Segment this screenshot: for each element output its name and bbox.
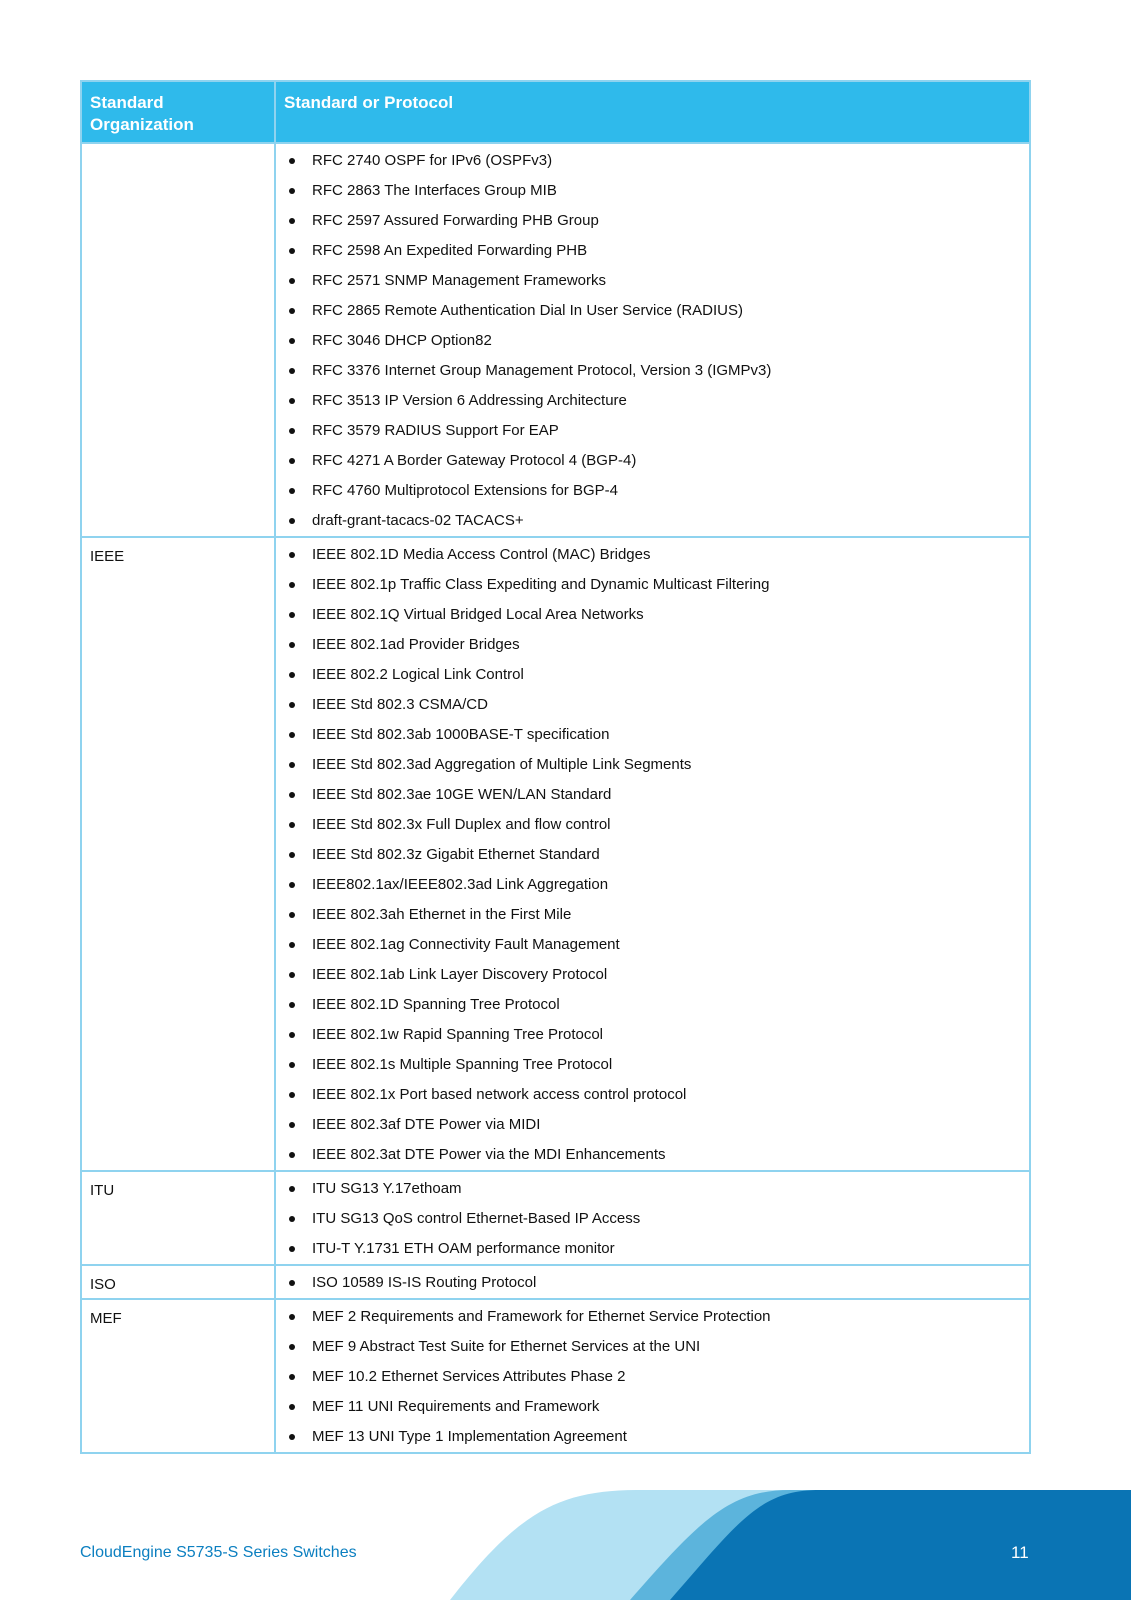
footer-wave-decoration (450, 1490, 1131, 1600)
list-item: IEEE Std 802.3ae 10GE WEN/LAN Standard (276, 780, 1029, 810)
list-item: IEEE Std 802.3ad Aggregation of Multiple… (276, 750, 1029, 780)
list-item: RFC 4760 Multiprotocol Extensions for BG… (276, 476, 1029, 506)
organization-cell: ITU (80, 1170, 276, 1266)
list-item: IEEE 802.1p Traffic Class Expediting and… (276, 570, 1029, 600)
list-item: ITU-T Y.1731 ETH OAM performance monitor (276, 1234, 1029, 1264)
list-item: IEEE 802.1ab Link Layer Discovery Protoc… (276, 960, 1029, 990)
standards-list: IEEE 802.1D Media Access Control (MAC) B… (276, 540, 1029, 1170)
list-item: IEEE Std 802.3x Full Duplex and flow con… (276, 810, 1029, 840)
organization-cell: ISO (80, 1264, 276, 1300)
standards-cell: ISO 10589 IS-IS Routing Protocol (274, 1264, 1031, 1300)
standards-cell: MEF 2 Requirements and Framework for Eth… (274, 1298, 1031, 1454)
list-item: ISO 10589 IS-IS Routing Protocol (276, 1268, 1029, 1298)
list-item: RFC 2863 The Interfaces Group MIB (276, 176, 1029, 206)
table-row: IEEE IEEE 802.1D Media Access Control (MA… (80, 536, 1031, 1172)
table-row: RFC 2740 OSPF for IPv6 (OSPFv3) RFC 2863 … (80, 142, 1031, 538)
organization-cell: MEF (80, 1298, 276, 1454)
standards-cell: ITU SG13 Y.17ethoam ITU SG13 QoS control … (274, 1170, 1031, 1266)
list-item: IEEE 802.1x Port based network access co… (276, 1080, 1029, 1110)
list-item: draft-grant-tacacs-02 TACACS+ (276, 506, 1029, 536)
list-item: RFC 3513 IP Version 6 Addressing Archite… (276, 386, 1029, 416)
standards-cell: RFC 2740 OSPF for IPv6 (OSPFv3) RFC 2863 … (274, 142, 1031, 538)
column-header-organization: Standard Organization (80, 80, 276, 144)
list-item: RFC 3579 RADIUS Support For EAP (276, 416, 1029, 446)
list-item: IEEE802.1ax/IEEE802.3ad Link Aggregation (276, 870, 1029, 900)
list-item: IEEE 802.1ad Provider Bridges (276, 630, 1029, 660)
page-number: 11 (1011, 1543, 1029, 1562)
list-item: MEF 13 UNI Type 1 Implementation Agreeme… (276, 1422, 1029, 1452)
list-item: IEEE Std 802.3 CSMA/CD (276, 690, 1029, 720)
table-header-row: Standard Organization Standard or Protoc… (80, 80, 1031, 144)
list-item: IEEE 802.1D Spanning Tree Protocol (276, 990, 1029, 1020)
list-item: RFC 2740 OSPF for IPv6 (OSPFv3) (276, 146, 1029, 176)
list-item: RFC 3046 DHCP Option82 (276, 326, 1029, 356)
list-item: RFC 4271 A Border Gateway Protocol 4 (BG… (276, 446, 1029, 476)
standards-list: MEF 2 Requirements and Framework for Eth… (276, 1302, 1029, 1452)
list-item: IEEE 802.1s Multiple Spanning Tree Proto… (276, 1050, 1029, 1080)
list-item: IEEE 802.1ag Connectivity Fault Manageme… (276, 930, 1029, 960)
list-item: RFC 3376 Internet Group Management Proto… (276, 356, 1029, 386)
organization-cell (80, 142, 276, 538)
standards-list: RFC 2740 OSPF for IPv6 (OSPFv3) RFC 2863 … (276, 146, 1029, 536)
list-item: IEEE 802.1w Rapid Spanning Tree Protocol (276, 1020, 1029, 1050)
list-item: IEEE 802.1Q Virtual Bridged Local Area N… (276, 600, 1029, 630)
footer-document-title: CloudEngine S5735-S Series Switches (80, 1544, 357, 1561)
table-row: ISO ISO 10589 IS-IS Routing Protocol (80, 1264, 1031, 1300)
list-item: MEF 2 Requirements and Framework for Eth… (276, 1302, 1029, 1332)
list-item: IEEE 802.3at DTE Power via the MDI Enhan… (276, 1140, 1029, 1170)
list-item: MEF 9 Abstract Test Suite for Ethernet S… (276, 1332, 1029, 1362)
table-row: MEF MEF 2 Requirements and Framework for … (80, 1298, 1031, 1454)
standards-list: ITU SG13 Y.17ethoam ITU SG13 QoS control … (276, 1174, 1029, 1264)
list-item: RFC 2865 Remote Authentication Dial In U… (276, 296, 1029, 326)
list-item: MEF 10.2 Ethernet Services Attributes Ph… (276, 1362, 1029, 1392)
list-item: IEEE 802.1D Media Access Control (MAC) B… (276, 540, 1029, 570)
standards-table: Standard Organization Standard or Protoc… (80, 80, 1031, 1454)
list-item: RFC 2597 Assured Forwarding PHB Group (276, 206, 1029, 236)
column-header-standard: Standard or Protocol (274, 80, 1031, 144)
list-item: IEEE 802.3af DTE Power via MIDI (276, 1110, 1029, 1140)
list-item: IEEE 802.3ah Ethernet in the First Mile (276, 900, 1029, 930)
list-item: ITU SG13 Y.17ethoam (276, 1174, 1029, 1204)
table-row: ITU ITU SG13 Y.17ethoam ITU SG13 QoS contr… (80, 1170, 1031, 1266)
list-item: MEF 11 UNI Requirements and Framework (276, 1392, 1029, 1422)
list-item: ITU SG13 QoS control Ethernet-Based IP A… (276, 1204, 1029, 1234)
list-item: IEEE Std 802.3z Gigabit Ethernet Standar… (276, 840, 1029, 870)
list-item: IEEE 802.2 Logical Link Control (276, 660, 1029, 690)
standards-list: ISO 10589 IS-IS Routing Protocol (276, 1268, 1029, 1298)
list-item: RFC 2571 SNMP Management Frameworks (276, 266, 1029, 296)
list-item: RFC 2598 An Expedited Forwarding PHB (276, 236, 1029, 266)
list-item: IEEE Std 802.3ab 1000BASE-T specificatio… (276, 720, 1029, 750)
standards-cell: IEEE 802.1D Media Access Control (MAC) B… (274, 536, 1031, 1172)
organization-cell: IEEE (80, 536, 276, 1172)
